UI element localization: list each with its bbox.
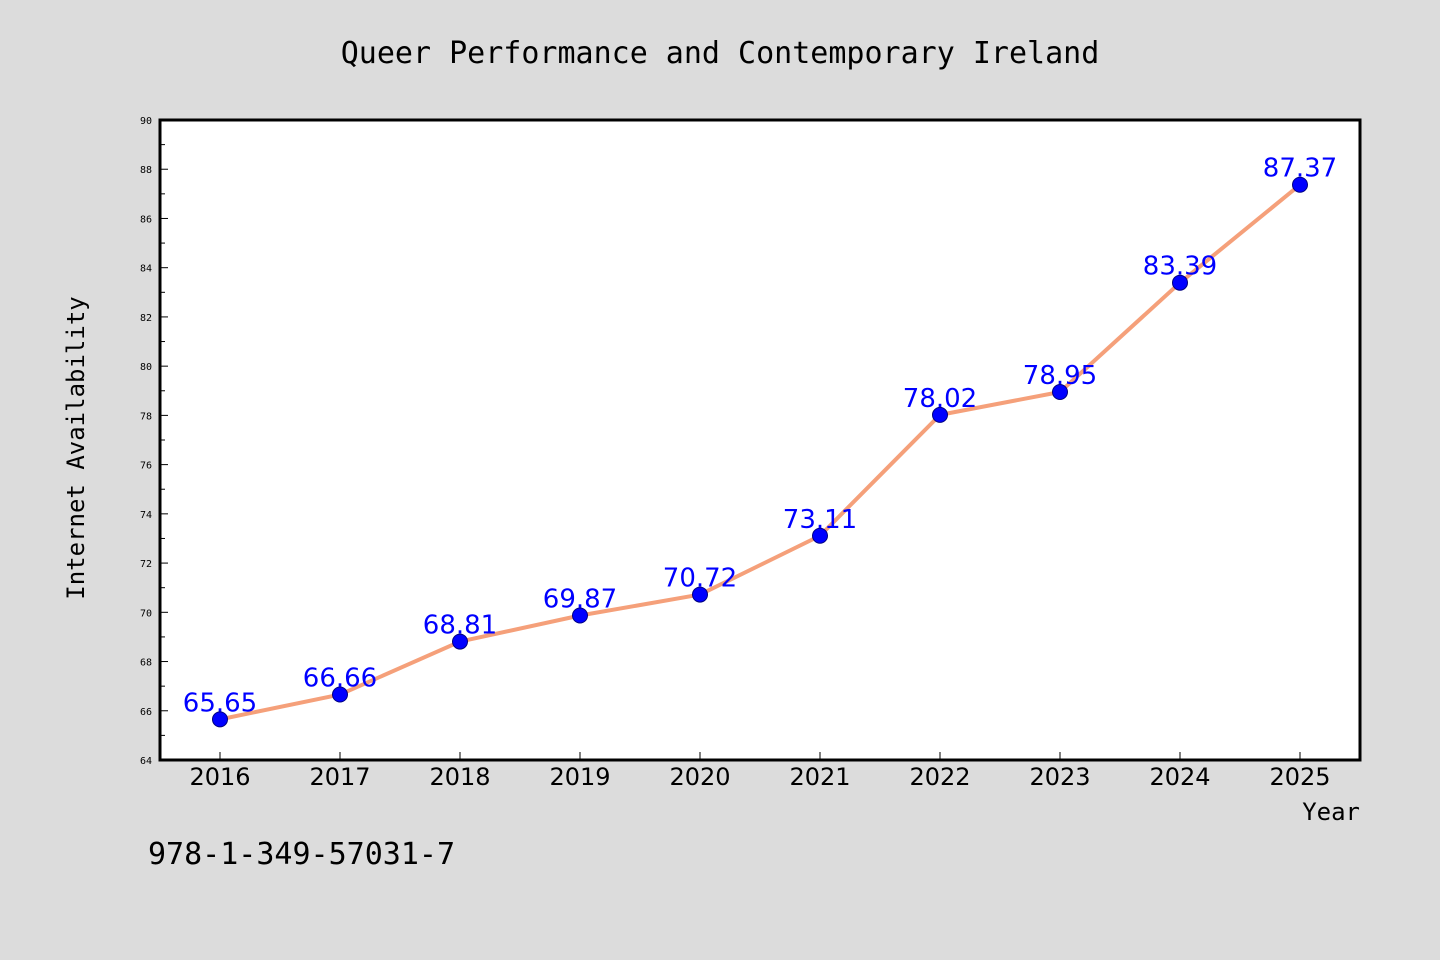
x-axis-label: Year (1302, 798, 1360, 826)
y-tick-label: 84 (140, 264, 152, 275)
data-label: 78.02 (903, 384, 977, 414)
data-point (692, 586, 708, 603)
data-label: 65.65 (183, 688, 257, 718)
y-tick-label: 76 (140, 461, 152, 472)
x-tick-label: 2025 (1269, 763, 1330, 791)
x-tick-label: 2016 (189, 763, 250, 791)
x-axis-ticks: 2016 2017 2018 2019 2020 2021 2022 2023 2024 2025 (189, 752, 1331, 791)
data-label: 69.87 (543, 585, 617, 615)
y-axis-label: Internet Availability (62, 296, 90, 599)
data-label: 87.37 (1263, 154, 1337, 184)
chart-title: Queer Performance and Contemporary Irela… (341, 36, 1100, 71)
x-tick-label: 2020 (669, 763, 730, 791)
y-tick-label: 90 (140, 116, 152, 127)
y-axis-ticks: 64 66 68 70 72 74 76 78 80 82 84 86 88 90 (140, 116, 168, 767)
y-tick-label: 72 (140, 559, 152, 570)
data-point (932, 406, 948, 423)
y-tick-label: 86 (140, 214, 152, 225)
y-tick-label: 64 (140, 756, 152, 767)
data-point (572, 607, 588, 624)
data-point (332, 686, 348, 703)
y-tick-label: 78 (140, 411, 152, 422)
x-tick-label: 2018 (429, 763, 490, 791)
y-tick-label: 74 (140, 510, 152, 521)
x-tick-label: 2017 (309, 763, 370, 791)
x-tick-label: 2024 (1149, 763, 1210, 791)
y-tick-label: 68 (140, 658, 152, 669)
data-label: 78.95 (1023, 361, 1097, 391)
data-point (212, 711, 228, 728)
data-point (1052, 384, 1068, 400)
y-tick-label: 80 (140, 362, 152, 373)
isbn-text: 978-1-349-57031-7 (148, 837, 455, 872)
x-tick-label: 2019 (549, 763, 610, 791)
y-tick-label: 88 (140, 165, 152, 176)
y-tick-label: 70 (140, 608, 152, 619)
data-point (1172, 274, 1188, 291)
x-tick-label: 2023 (1029, 763, 1090, 791)
x-tick-label: 2022 (909, 763, 970, 791)
series-line (218, 182, 1302, 722)
data-label: 66.66 (303, 664, 377, 694)
data-label: 68.81 (423, 611, 497, 641)
series-group: 65.65 66.66 68.81 69.87 70.72 73.11 78.02 78.95… (183, 154, 1337, 728)
data-point (812, 527, 828, 544)
data-label: 70.72 (663, 564, 737, 594)
data-label: 73.11 (783, 505, 857, 535)
y-tick-label: 66 (140, 707, 152, 718)
data-point (452, 633, 468, 650)
y-tick-label: 82 (140, 313, 152, 324)
data-label: 83.39 (1143, 252, 1217, 282)
plot-area (158, 118, 1362, 762)
x-tick-label: 2021 (789, 763, 850, 791)
data-point (1292, 176, 1308, 193)
